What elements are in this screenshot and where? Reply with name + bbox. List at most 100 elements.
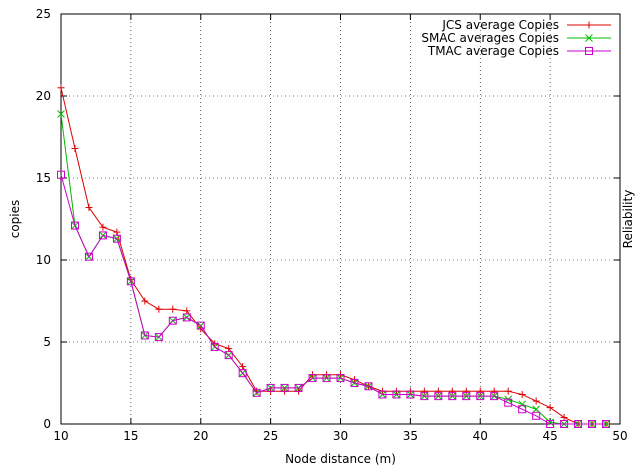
data-point-mark bbox=[518, 400, 527, 409]
data-point bbox=[574, 420, 583, 428]
x-tick-label: 35 bbox=[403, 429, 418, 443]
data-point bbox=[602, 420, 611, 428]
data-point bbox=[392, 390, 401, 399]
data-point bbox=[476, 387, 484, 395]
series-line bbox=[60, 174, 607, 425]
data-point bbox=[406, 390, 415, 399]
data-point bbox=[532, 411, 541, 420]
legend-label: TMAC average Copies bbox=[427, 44, 559, 58]
data-point bbox=[336, 374, 345, 383]
x-tick-label: 20 bbox=[193, 429, 208, 443]
data-point bbox=[504, 387, 512, 395]
data-point bbox=[155, 305, 163, 313]
data-point bbox=[113, 228, 121, 236]
data-point bbox=[71, 144, 79, 152]
x-tick-label: 50 bbox=[612, 429, 627, 443]
data-point bbox=[308, 374, 317, 383]
legend-item: SMAC averages Copies bbox=[421, 31, 611, 45]
x-tick-label: 15 bbox=[123, 429, 138, 443]
x-tick-label: 45 bbox=[542, 429, 557, 443]
data-point bbox=[532, 397, 540, 405]
data-point bbox=[182, 313, 191, 322]
data-point bbox=[434, 392, 443, 401]
data-point bbox=[585, 34, 593, 42]
data-point-mark bbox=[532, 405, 541, 414]
data-point bbox=[490, 387, 498, 395]
data-point bbox=[585, 47, 593, 55]
data-point bbox=[280, 383, 289, 392]
series-1 bbox=[57, 84, 610, 428]
data-point bbox=[140, 331, 149, 340]
data-point bbox=[84, 252, 93, 261]
data-point bbox=[238, 369, 247, 378]
data-point-mark bbox=[585, 34, 593, 42]
data-point bbox=[126, 277, 135, 286]
data-point bbox=[504, 398, 513, 407]
data-point bbox=[85, 204, 93, 212]
data-point bbox=[224, 351, 233, 360]
data-point bbox=[462, 387, 470, 395]
data-point bbox=[266, 383, 275, 392]
x-tick-label: 25 bbox=[263, 429, 278, 443]
data-point bbox=[560, 413, 568, 421]
data-point bbox=[588, 420, 597, 428]
x-axis-label: Node distance (m) bbox=[285, 452, 396, 465]
data-point bbox=[448, 392, 457, 401]
y-tick-label: 15 bbox=[36, 171, 51, 185]
y-tick-label: 5 bbox=[43, 335, 51, 349]
data-point bbox=[518, 405, 527, 414]
legend-label: SMAC averages Copies bbox=[421, 31, 559, 45]
data-point bbox=[378, 390, 387, 399]
series-3 bbox=[57, 170, 611, 428]
data-point bbox=[141, 297, 149, 305]
legend-label: JCS average Copies bbox=[441, 18, 559, 32]
grid bbox=[61, 14, 620, 424]
data-point bbox=[532, 405, 541, 414]
data-point bbox=[239, 363, 247, 371]
data-point bbox=[252, 388, 261, 397]
data-point bbox=[518, 390, 526, 398]
data-point bbox=[169, 305, 177, 313]
data-point bbox=[112, 234, 121, 243]
y2-axis-label: Reliability bbox=[621, 190, 635, 249]
y-tick-label: 0 bbox=[43, 417, 51, 431]
data-point bbox=[420, 387, 428, 395]
data-point bbox=[350, 379, 359, 387]
data-point bbox=[490, 392, 499, 401]
legend-item: JCS average Copies bbox=[441, 18, 611, 32]
data-point bbox=[57, 84, 65, 92]
y-axis-label: copies bbox=[8, 200, 22, 239]
y-tick-label: 25 bbox=[36, 7, 51, 21]
series-line bbox=[60, 113, 607, 425]
y-tick-label: 20 bbox=[36, 89, 51, 103]
data-point bbox=[196, 321, 205, 330]
data-point bbox=[420, 392, 429, 401]
data-point bbox=[183, 307, 191, 315]
data-point bbox=[225, 345, 233, 353]
data-point bbox=[448, 387, 456, 395]
data-point bbox=[57, 110, 65, 118]
data-point-mark bbox=[57, 110, 65, 118]
data-point bbox=[99, 223, 107, 231]
data-point bbox=[294, 383, 303, 392]
data-point bbox=[57, 170, 65, 179]
data-point bbox=[434, 387, 442, 395]
data-point bbox=[546, 404, 554, 412]
axis-ticks: 10 15 20 25 30 35 40 45 50 0 5 10 15 20 25 bbox=[36, 7, 628, 443]
data-point bbox=[585, 21, 593, 29]
data-point bbox=[560, 420, 569, 428]
data-point bbox=[98, 231, 107, 240]
x-tick-label: 10 bbox=[53, 429, 68, 443]
series-line bbox=[60, 87, 607, 425]
legend-item: TMAC average Copies bbox=[427, 44, 611, 58]
data-point bbox=[210, 342, 219, 351]
data-point bbox=[476, 392, 485, 401]
series-layer bbox=[57, 84, 611, 428]
data-point bbox=[462, 392, 471, 401]
x-tick-label: 40 bbox=[473, 429, 488, 443]
y-tick-label: 10 bbox=[36, 253, 51, 267]
data-point bbox=[154, 333, 163, 342]
data-point bbox=[518, 400, 527, 409]
